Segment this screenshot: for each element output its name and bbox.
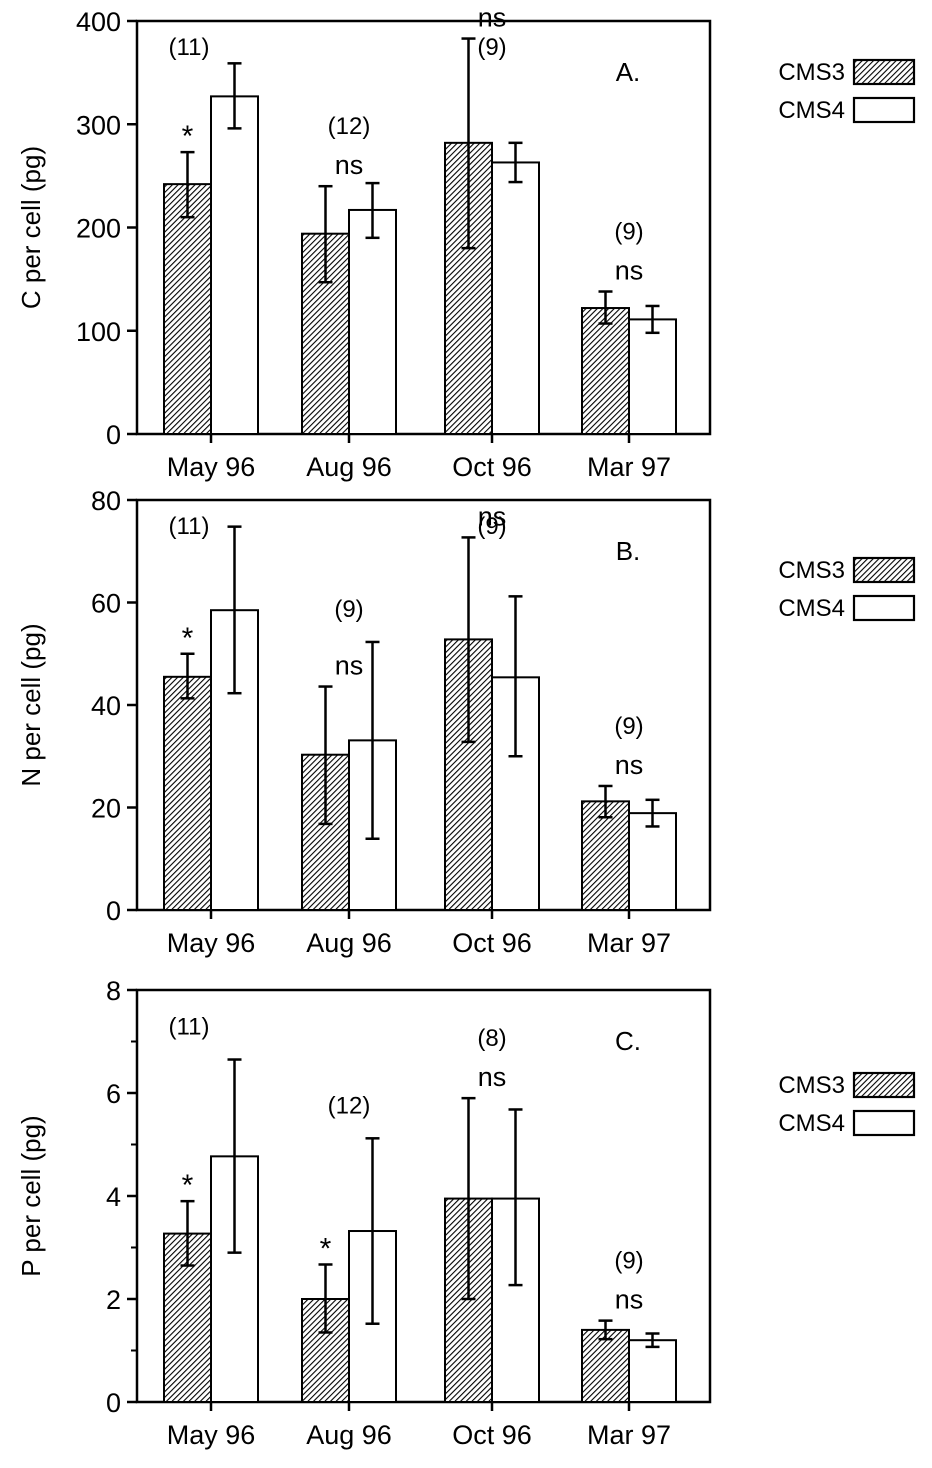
sample-count-label: (9) bbox=[614, 219, 643, 246]
significance-label: ns bbox=[615, 256, 644, 286]
legend-swatch-cms4 bbox=[852, 96, 916, 124]
y-tick-label: 2 bbox=[106, 1285, 121, 1315]
significance-label: ns bbox=[478, 501, 507, 531]
legend-swatch-cms3 bbox=[852, 556, 916, 584]
bar-cms3 bbox=[581, 307, 630, 435]
significance-label: * bbox=[320, 1232, 332, 1265]
panel-label: A. bbox=[616, 57, 641, 87]
significance-label: ns bbox=[615, 750, 644, 780]
bar-cms3 bbox=[301, 1298, 350, 1403]
bar-cms4 bbox=[628, 318, 677, 435]
significance-label: ns bbox=[478, 3, 507, 33]
legend-swatch-cms3 bbox=[852, 58, 916, 86]
panel-label: C. bbox=[615, 1026, 641, 1056]
bar-cms4 bbox=[348, 208, 397, 435]
legend-swatch-cms4 bbox=[852, 594, 916, 622]
legend-label-cms3: CMS3 bbox=[778, 59, 845, 86]
sample-count-label: (9) bbox=[477, 513, 506, 540]
sample-count-label: (9) bbox=[477, 34, 506, 61]
x-tick-label: Aug 96 bbox=[306, 928, 392, 958]
legend-swatch-cms3 bbox=[852, 1071, 916, 1099]
y-tick-label: 40 bbox=[91, 691, 121, 721]
bar-cms4 bbox=[491, 161, 540, 435]
y-axis-label: C per cell (pg) bbox=[16, 146, 46, 309]
sample-count-label: (12) bbox=[328, 113, 371, 140]
significance-label: ns bbox=[335, 651, 364, 681]
bar-cms3 bbox=[163, 675, 212, 911]
y-tick-label: 400 bbox=[76, 7, 121, 37]
y-tick-label: 0 bbox=[106, 420, 121, 450]
x-tick-label: May 96 bbox=[167, 1420, 256, 1450]
significance-label: ns bbox=[335, 150, 364, 180]
y-tick-label: 200 bbox=[76, 214, 121, 244]
y-tick-label: 300 bbox=[76, 110, 121, 140]
significance-label: * bbox=[182, 1169, 194, 1202]
y-tick-label: 0 bbox=[106, 896, 121, 926]
sample-count-label: (8) bbox=[477, 1025, 506, 1052]
sample-count-label: (12) bbox=[328, 1092, 371, 1119]
significance-label: * bbox=[182, 622, 194, 655]
chart-panel-3: 0 2 4 6 8 P per cell (pg) May 96 * (11) Aug 96 * (1… bbox=[16, 976, 916, 1450]
chart-panel-2: 0 20 40 60 80 N per cell (pg) May 96 * (11) Aug 9… bbox=[16, 486, 916, 958]
sample-count-label: (11) bbox=[169, 513, 210, 540]
sample-count-label: (9) bbox=[334, 596, 363, 623]
sample-count-label: (9) bbox=[614, 1248, 643, 1275]
legend-label-cms3: CMS3 bbox=[778, 557, 845, 584]
sample-count-label: (9) bbox=[614, 713, 643, 740]
x-tick-label: Aug 96 bbox=[306, 1420, 392, 1450]
sample-count-label: (11) bbox=[169, 1014, 210, 1041]
bar-cms3 bbox=[581, 800, 630, 911]
x-tick-label: Oct 96 bbox=[452, 1420, 532, 1450]
y-tick-label: 20 bbox=[91, 794, 121, 824]
legend-swatch-cms4 bbox=[852, 1109, 916, 1137]
significance-label: ns bbox=[478, 1062, 507, 1092]
panel-label: B. bbox=[616, 536, 641, 566]
bar-cms4 bbox=[628, 812, 677, 912]
y-tick-label: 60 bbox=[91, 589, 121, 619]
x-tick-label: Aug 96 bbox=[306, 452, 392, 482]
bar-cms4 bbox=[210, 95, 259, 435]
significance-label: ns bbox=[615, 1285, 644, 1315]
chart-panel-1: 0 100 200 300 400 C per cell (pg) May 96 * (11) A… bbox=[16, 3, 916, 482]
x-tick-label: May 96 bbox=[167, 928, 256, 958]
x-tick-label: May 96 bbox=[167, 452, 256, 482]
y-tick-label: 0 bbox=[106, 1388, 121, 1418]
x-tick-label: Mar 97 bbox=[587, 452, 671, 482]
bar-cms3 bbox=[581, 1328, 630, 1404]
y-tick-label: 6 bbox=[106, 1079, 121, 1109]
legend-label-cms3: CMS3 bbox=[778, 1072, 845, 1099]
bar-cms4 bbox=[628, 1339, 677, 1403]
y-tick-label: 80 bbox=[91, 486, 121, 516]
y-tick-label: 4 bbox=[106, 1182, 121, 1212]
legend-label-cms4: CMS4 bbox=[778, 97, 845, 124]
legend-label-cms4: CMS4 bbox=[778, 595, 845, 622]
y-axis-label: P per cell (pg) bbox=[16, 1115, 46, 1276]
significance-label: * bbox=[182, 120, 194, 153]
x-tick-label: Mar 97 bbox=[587, 928, 671, 958]
y-axis-label: N per cell (pg) bbox=[16, 623, 46, 786]
x-tick-label: Oct 96 bbox=[452, 928, 532, 958]
y-tick-label: 8 bbox=[106, 976, 121, 1006]
legend-label-cms4: CMS4 bbox=[778, 1110, 845, 1137]
sample-count-label: (11) bbox=[169, 34, 210, 61]
x-tick-label: Oct 96 bbox=[452, 452, 532, 482]
bar-cms3 bbox=[163, 183, 212, 435]
x-tick-label: Mar 97 bbox=[587, 1420, 671, 1450]
y-tick-label: 100 bbox=[76, 317, 121, 347]
